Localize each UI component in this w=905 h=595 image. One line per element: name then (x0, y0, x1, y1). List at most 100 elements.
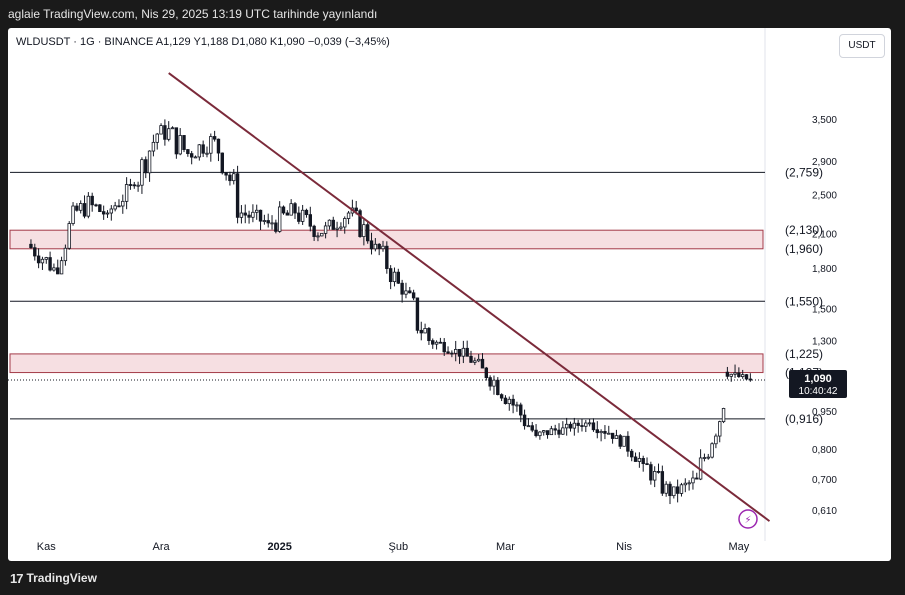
candle-body (622, 435, 626, 447)
candle-body (415, 297, 420, 331)
candle-body (473, 360, 477, 363)
last-price-value: 1,090 (804, 373, 832, 385)
candle-body (649, 464, 653, 481)
candle-body (587, 422, 592, 425)
y-tick-label: 2,500 (812, 190, 837, 201)
candle-body (170, 127, 175, 130)
y-tick-label: 0,950 (812, 407, 837, 418)
candle-body (304, 209, 309, 216)
x-tick-label: Ara (152, 541, 170, 553)
candle-body (373, 243, 378, 250)
candle-body (212, 136, 217, 140)
candle-body (174, 127, 179, 155)
candle-body (687, 482, 691, 485)
candle-body (427, 328, 431, 342)
candle-body (499, 394, 504, 399)
candle-body (572, 422, 577, 429)
candle-body (289, 203, 293, 216)
candle-body (607, 432, 611, 435)
candle-body (630, 450, 634, 458)
candle-body (515, 404, 519, 407)
candle-body (641, 458, 645, 465)
candle-body (545, 430, 550, 436)
candle-body (737, 372, 741, 378)
candle-body (36, 255, 41, 264)
candle-body (205, 152, 209, 155)
candle-body (258, 209, 263, 222)
candle-body (672, 486, 676, 497)
candle-body (381, 245, 385, 250)
candle-body (675, 486, 680, 494)
y-tick-label: 3,500 (812, 115, 837, 126)
candle-body (308, 214, 312, 227)
candle-body (132, 184, 136, 187)
candle-body (343, 218, 347, 228)
tradingview-logo[interactable]: 17 TradingView (10, 571, 97, 586)
candle-body (82, 203, 87, 217)
chart-panel[interactable]: (2,130)(1,960)(1,225)(1,127)(2,759)(1,55… (8, 28, 891, 561)
candle-body (239, 212, 244, 218)
candle-body (323, 225, 328, 234)
publish-text: aglaie TradingView.com, Nis 29, 2025 13:… (8, 7, 378, 21)
candle-body (584, 422, 588, 427)
candle-body (434, 341, 439, 345)
candle-body (526, 425, 531, 428)
candle-body (281, 206, 286, 214)
zone-1-low-label: (1,960) (785, 242, 823, 256)
candle-body (189, 153, 194, 158)
candle-body (457, 348, 462, 357)
candle-body (75, 205, 79, 211)
currency-selector[interactable]: USDT (839, 34, 885, 58)
candle-body (167, 128, 171, 140)
candle-body (327, 219, 332, 227)
candle-body (392, 271, 397, 283)
y-tick-label: 2,900 (812, 157, 837, 168)
y-tick-label: 1,500 (812, 305, 837, 316)
candle-body (101, 211, 106, 215)
candle-body (209, 136, 213, 154)
footer: 17 TradingView (0, 561, 905, 595)
candle-body (691, 477, 695, 484)
candle-body (538, 431, 542, 437)
candle-body (159, 125, 163, 135)
candle-body (86, 195, 91, 217)
candlestick-chart[interactable]: (2,130)(1,960)(1,225)(1,127)(2,759)(1,55… (8, 28, 891, 561)
y-tick-label: 1,800 (812, 264, 837, 275)
symbol-legend: WLDUSDT · 1G · BINANCE A1,129 Y1,188 D1,… (16, 36, 390, 48)
candle-body (695, 477, 699, 480)
candle-body (67, 223, 71, 249)
x-tick-label: Kas (37, 541, 56, 553)
y-tick-label: 0,800 (812, 445, 837, 456)
publish-header: aglaie TradingView.com, Nis 29, 2025 13:… (0, 0, 905, 28)
candle-body (52, 267, 56, 271)
candle-body (710, 443, 714, 458)
candle-body (656, 471, 661, 473)
candle-body (320, 232, 324, 237)
candle-body (346, 212, 351, 219)
candle-body (423, 328, 427, 334)
candle-body (664, 483, 668, 494)
candle-body (186, 149, 190, 154)
candle-body (469, 355, 473, 363)
candle-body (511, 398, 515, 406)
candle-body (542, 430, 546, 433)
candle-body (603, 431, 607, 434)
candle-body (40, 258, 45, 264)
candle-body (442, 341, 446, 353)
zone-2-high-label: (1,225) (785, 347, 823, 361)
flash-icon (738, 509, 758, 529)
candle-body (262, 220, 267, 222)
candle-body (507, 398, 511, 405)
candle-body (519, 404, 523, 416)
candle-body (388, 268, 393, 283)
candle-body (117, 205, 121, 208)
candle-body (496, 379, 500, 396)
last-price-tag (789, 370, 847, 399)
candle-body (121, 200, 125, 207)
candle-body (714, 435, 718, 445)
candle-body (339, 226, 343, 229)
candle-body (645, 463, 649, 466)
candle-body (725, 371, 730, 377)
candle-body (377, 243, 381, 250)
candle-body (530, 425, 534, 431)
